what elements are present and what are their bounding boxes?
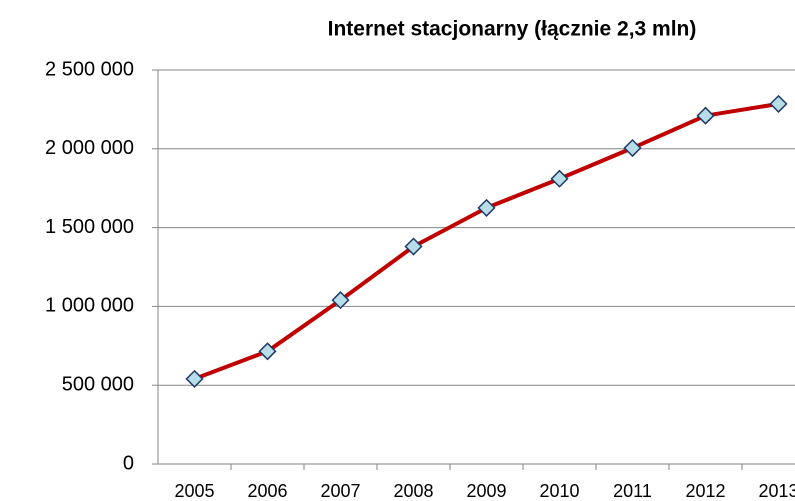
x-tick-label: 2005 [174, 481, 214, 501]
marker [550, 169, 569, 188]
line [193, 101, 779, 381]
marker [331, 291, 350, 310]
marker [185, 369, 204, 388]
y-tick-label: 1 000 000 [45, 295, 134, 317]
y-tick-label: 500 000 [62, 373, 134, 395]
y-tick-label: 2 000 000 [45, 137, 134, 159]
marker [404, 237, 423, 256]
marker [769, 94, 788, 113]
y-tick-label: 2 500 000 [45, 58, 134, 80]
x-tick-label: 2007 [320, 481, 360, 501]
x-tick-label: 2008 [393, 481, 433, 501]
x-tick-label: 2006 [247, 481, 287, 501]
marker [258, 342, 277, 361]
x-tick-label: 2011 [613, 481, 652, 501]
y-tick-label: 0 [123, 452, 134, 474]
y-tick-label: 1 500 000 [45, 216, 134, 238]
x-tick-label: 2010 [539, 481, 579, 501]
x-tick-label: 2013 [758, 481, 795, 501]
marker [696, 106, 715, 125]
x-tick-label: 2009 [466, 481, 506, 501]
x-tick-label: 2012 [685, 481, 725, 501]
marker [623, 138, 642, 158]
marker [477, 198, 496, 217]
chart-title: Internet stacjonarny (łącznie 2,3 mln) [328, 18, 697, 41]
